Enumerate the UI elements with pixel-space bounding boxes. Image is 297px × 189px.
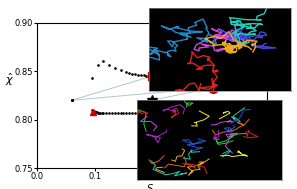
X-axis label: $S_g$: $S_g$ bbox=[146, 183, 158, 189]
Y-axis label: $\hat{\chi}$: $\hat{\chi}$ bbox=[5, 72, 14, 88]
